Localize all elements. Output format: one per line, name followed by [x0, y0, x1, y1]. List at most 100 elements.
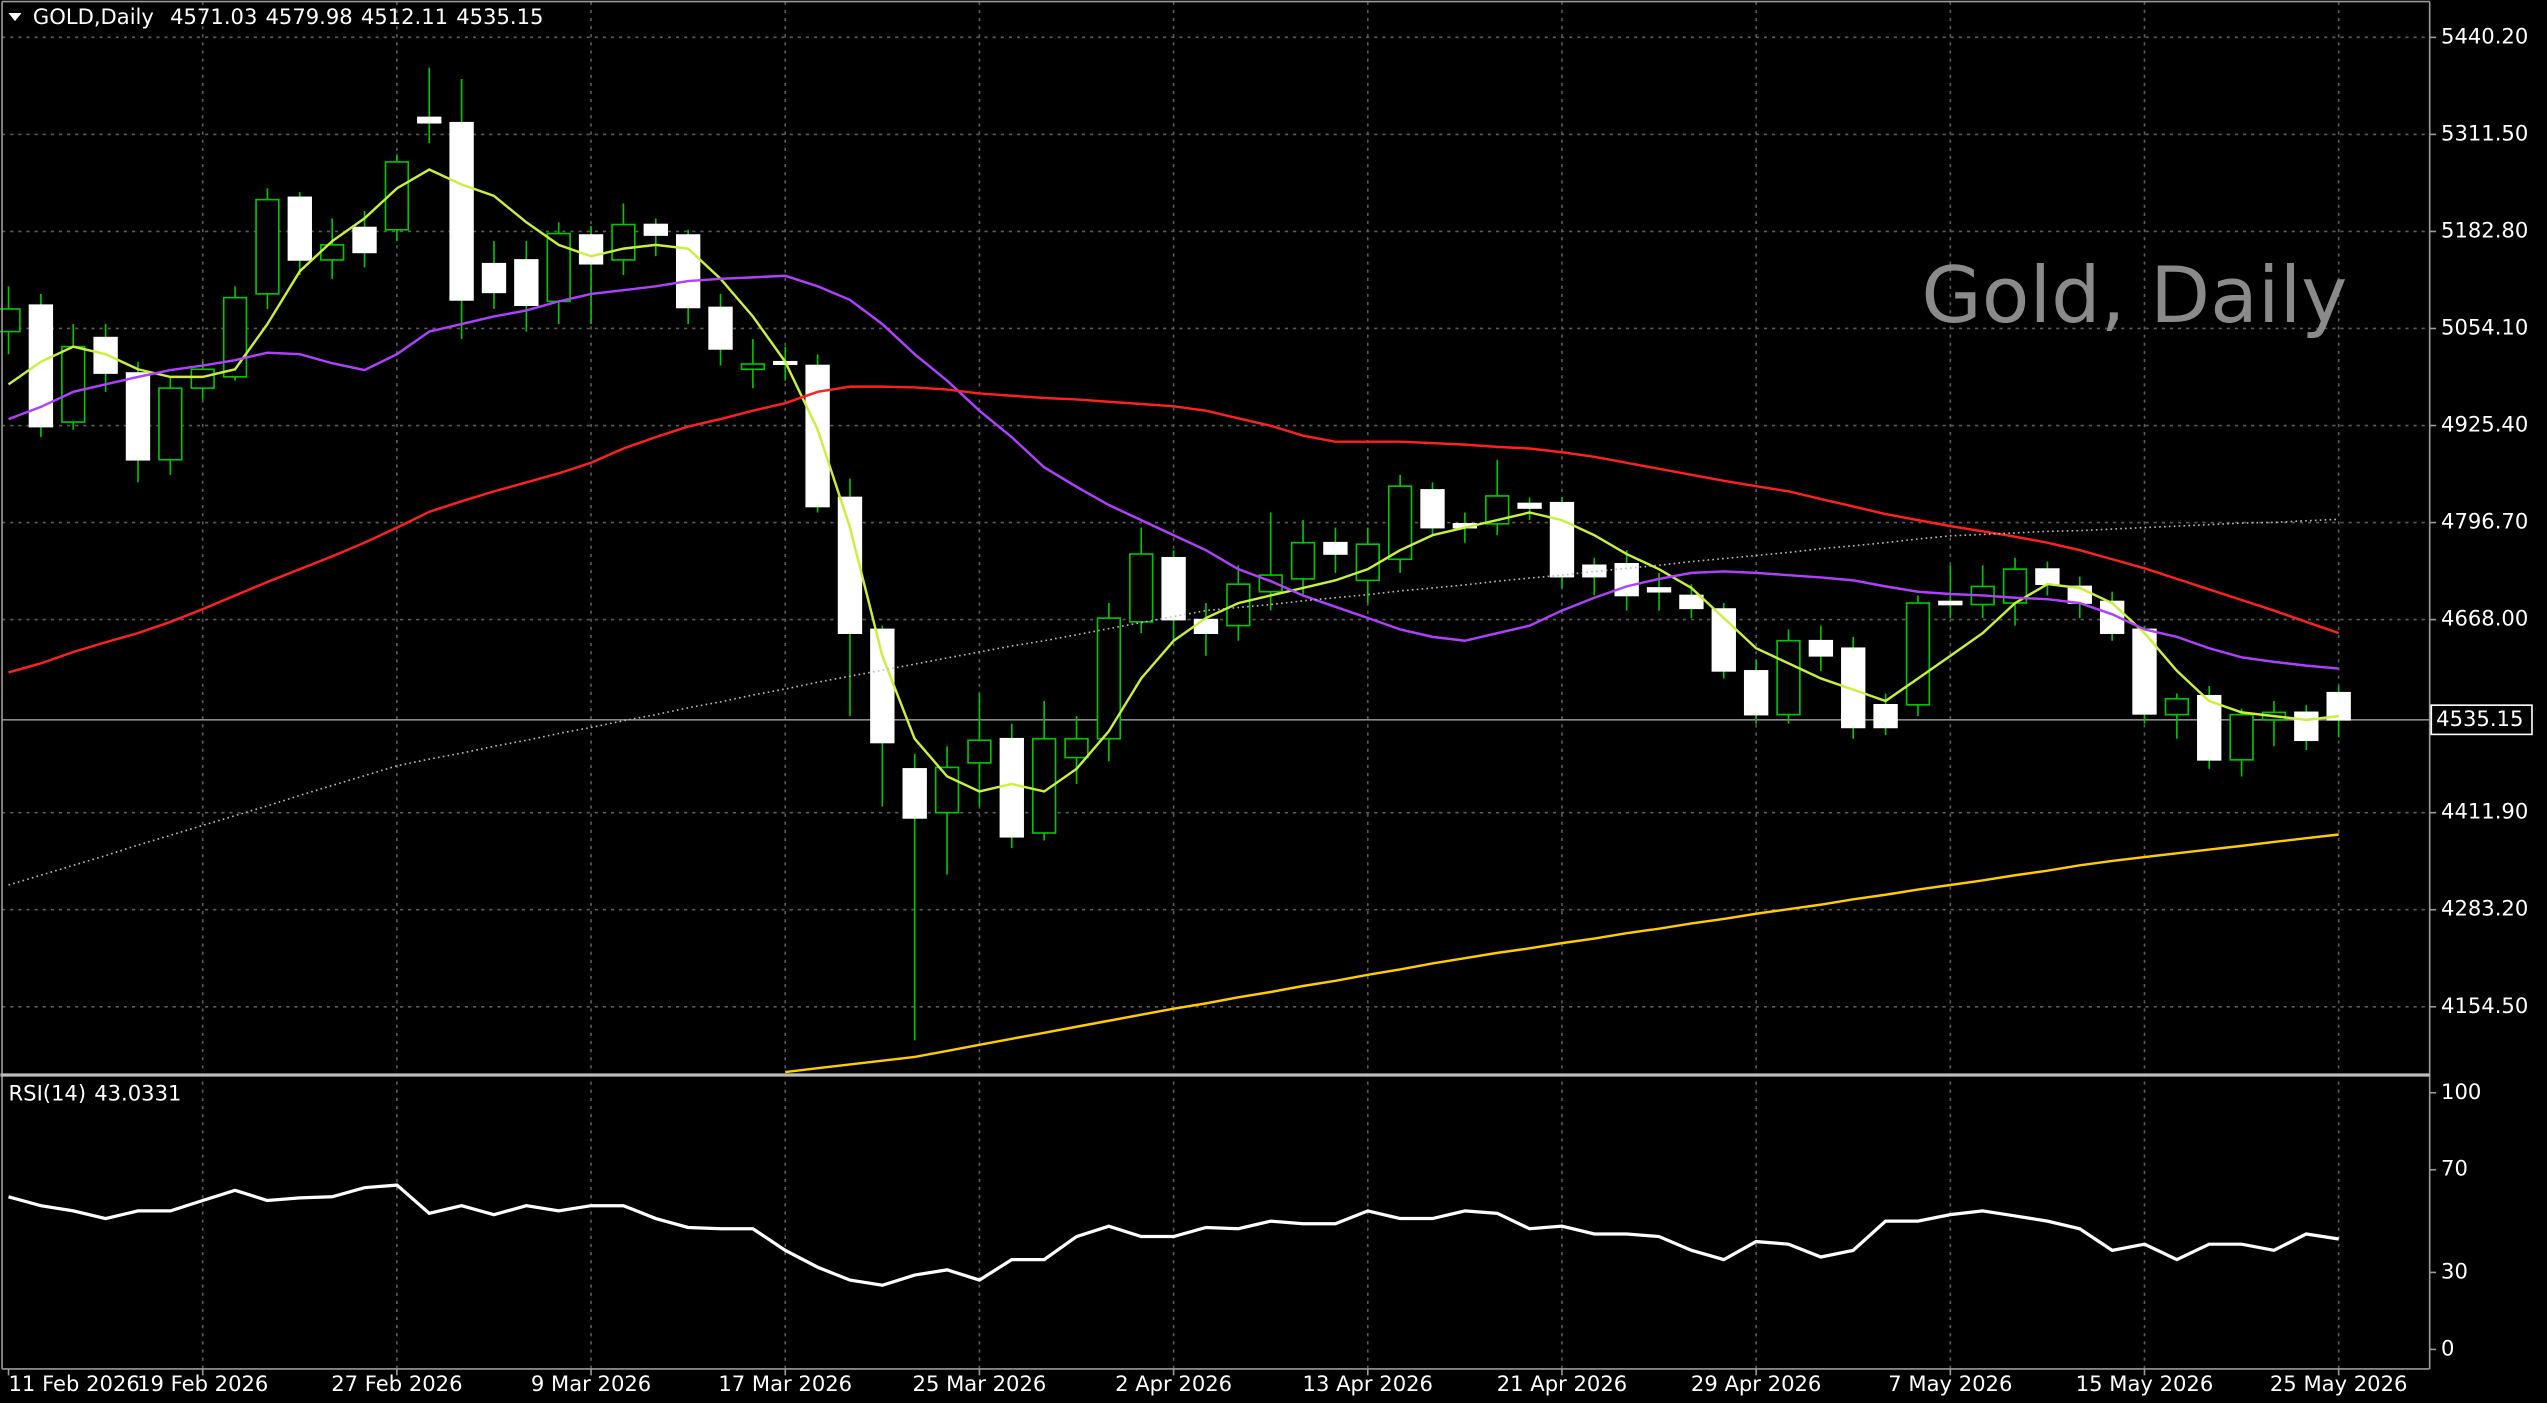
candle-body: [61, 345, 86, 423]
candle-body: [1679, 594, 1704, 610]
y-tick-label: 4411.90: [2441, 799, 2528, 824]
candle-body: [999, 737, 1024, 838]
y-tick-label: 5054.10: [2441, 314, 2528, 339]
rsi-y-tick-label: 100: [2441, 1079, 2481, 1104]
candle-body: [740, 363, 766, 371]
candle-body: [708, 306, 733, 350]
y-tick-label: 5311.50: [2441, 120, 2528, 145]
candle-body: [514, 259, 539, 307]
x-tick-label: 21 Apr 2026: [1497, 1371, 1627, 1396]
candle-body: [384, 161, 410, 231]
candle-body: [611, 223, 636, 261]
rsi-line: [8, 1183, 2339, 1287]
x-tick-label: 19 Feb 2026: [137, 1371, 268, 1396]
candle-body: [1420, 489, 1445, 529]
candle-body: [1905, 602, 1931, 706]
x-tick-label: 15 May 2026: [2076, 1371, 2214, 1396]
moving-average: [8, 385, 2340, 674]
candle-body: [449, 121, 474, 301]
x-tick-label: 17 Mar 2026: [718, 1371, 852, 1396]
candle-body: [2294, 711, 2319, 742]
candle-body: [1517, 502, 1542, 509]
candle-body: [352, 226, 377, 254]
candle-body: [1323, 541, 1348, 555]
x-tick-label: 13 Apr 2026: [1303, 1371, 1433, 1396]
price-label: 4535.15: [2436, 706, 2523, 731]
candle-body: [870, 628, 895, 744]
candle-body: [1129, 553, 1154, 623]
y-tick-label: 5440.20: [2441, 23, 2528, 48]
candle-body: [2035, 568, 2060, 585]
open-value: 4571.03: [170, 4, 257, 29]
close-value: 4535.15: [456, 4, 543, 29]
candle-body: [934, 766, 960, 814]
candle-body: [1031, 737, 1057, 834]
candle-body: [1841, 647, 1866, 729]
y-tick-label: 4283.20: [2441, 896, 2528, 921]
menu-arrow[interactable]: [8, 12, 22, 22]
candle-body: [2326, 691, 2351, 721]
candle-body: [158, 387, 183, 461]
candle-body: [1743, 670, 1769, 716]
x-tick-label: 25 Mar 2026: [913, 1371, 1047, 1396]
x-tick-label: 29 Apr 2026: [1691, 1371, 1821, 1396]
x-tick-label: 2 Apr 2026: [1115, 1371, 1232, 1396]
candle-body: [1226, 583, 1251, 627]
rsi-y-tick-label: 70: [2441, 1156, 2468, 1181]
candle-body: [578, 234, 604, 265]
candle-body: [28, 304, 54, 428]
y-tick-label: 4796.70: [2441, 509, 2528, 534]
candle-body: [481, 262, 507, 294]
x-tick-label: 9 Mar 2026: [531, 1371, 651, 1396]
candle-body: [1873, 703, 1898, 729]
rsi-y-tick-label: 30: [2441, 1258, 2468, 1283]
candle-body: [1776, 639, 1801, 716]
y-tick-label: 4154.50: [2441, 993, 2528, 1018]
candle-body: [1549, 501, 1575, 578]
candle-body: [1646, 587, 1672, 593]
plot-layer: [0, 67, 2351, 1287]
candle-body: [1387, 485, 1413, 561]
candle-body: [125, 372, 151, 461]
candle-body: [1096, 617, 1122, 740]
candle-body: [2197, 694, 2222, 761]
candle-body: [190, 368, 215, 389]
candle-body: [675, 234, 701, 309]
y-tick-label: 5182.80: [2441, 217, 2528, 242]
header: GOLD,Daily 4571.03 4579.98 4512.11 4535.15: [33, 4, 544, 29]
candle-body: [805, 364, 830, 508]
symbol: GOLD,Daily: [33, 4, 154, 29]
x-tick-label: 7 May 2026: [1888, 1371, 2012, 1396]
moving-average: [7, 168, 2339, 793]
candle-body: [1064, 737, 1089, 759]
candle-body: [1161, 556, 1186, 621]
candle-body: [222, 296, 248, 378]
x-tick-label: 25 May 2026: [2270, 1371, 2408, 1396]
candle-body: [287, 196, 312, 261]
y-tick-label: 4925.40: [2441, 412, 2528, 437]
candle-body: [837, 496, 863, 634]
candle-body: [2164, 697, 2190, 716]
watermark: Gold, Daily: [1921, 251, 2347, 341]
candle-body: [0, 308, 21, 333]
high-value: 4579.98: [266, 4, 353, 29]
candle-body: [1808, 639, 1834, 657]
moving-average: [785, 833, 2339, 1074]
candle-body: [2229, 713, 2254, 761]
rsi-title: RSI(14): [9, 1080, 87, 1105]
candle-body: [1290, 541, 1316, 580]
candle-body: [967, 739, 992, 764]
price-label-box: [2430, 704, 2533, 736]
x-tick-label: 27 Feb 2026: [331, 1371, 462, 1396]
moving-average: [8, 274, 2339, 670]
candle-body: [1938, 600, 1963, 606]
candle-body: [1193, 618, 1219, 634]
candle-body: [1582, 564, 1607, 578]
candle-body: [417, 116, 442, 124]
candle-body: [643, 223, 668, 236]
candle-body: [902, 768, 927, 819]
rsi-y-tick-label: 0: [2441, 1335, 2454, 1360]
low-value: 4512.11: [361, 4, 448, 29]
